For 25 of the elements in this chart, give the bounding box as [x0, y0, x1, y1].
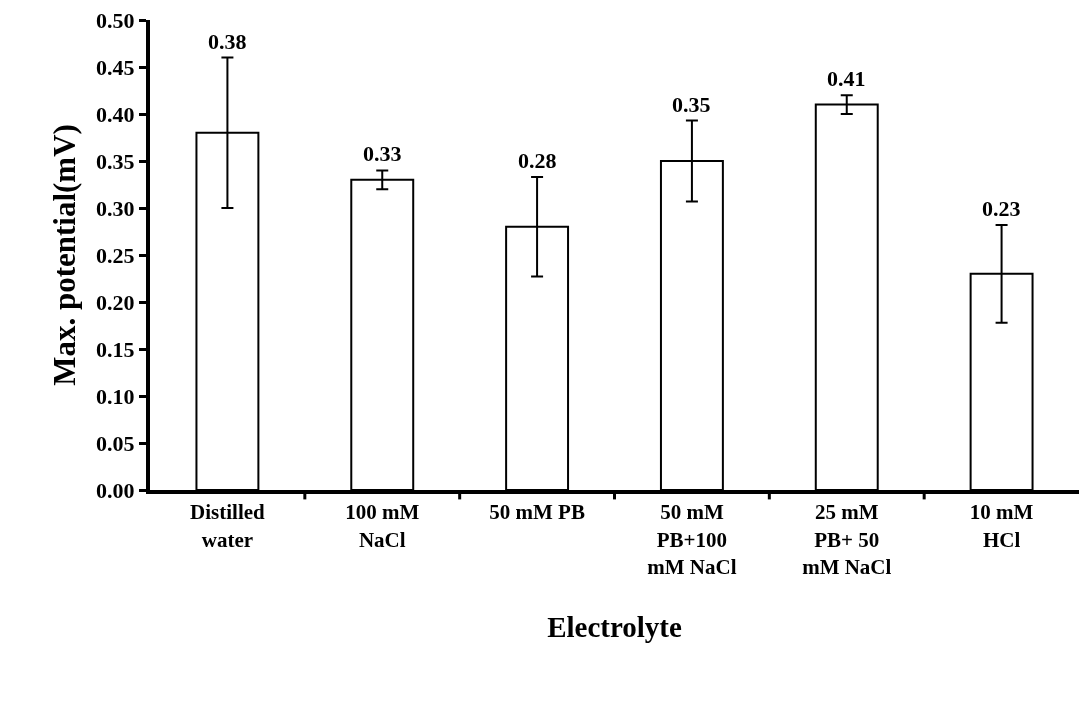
y-tick-label: 0.50 [96, 7, 135, 33]
y-tick-label: 0.30 [96, 195, 135, 221]
x-tick-label: 10 mM HCl [969, 500, 1034, 552]
y-tick-label: 0.40 [96, 101, 135, 127]
x-tick-label: 100 mM NaCl [345, 500, 420, 552]
x-tick-label: Distilled water [190, 500, 266, 552]
y-tick-label: 0.05 [96, 430, 135, 456]
x-axis-title: Electrolyte [547, 611, 682, 644]
y-tick-label: 0.35 [96, 148, 135, 174]
data-label: 0.41 [827, 66, 866, 91]
x-tick-label: 50 mM PB [489, 500, 585, 525]
y-tick-label: 0.10 [96, 383, 135, 409]
y-tick-label: 0.25 [96, 242, 135, 268]
data-label: 0.35 [672, 92, 711, 117]
data-label: 0.23 [982, 196, 1021, 221]
annotation: 0.38 [208, 29, 247, 54]
y-axis-title: Max. potential(mV) [47, 124, 83, 386]
y-tick-label: 0.00 [96, 477, 135, 503]
y-tick-label: 0.15 [96, 336, 135, 362]
x-tick-label: 25 mM PB+ 50 mM NaCl [802, 500, 892, 579]
y-tick-label: 0.45 [96, 54, 135, 80]
x-tick-label: 50 mM PB+100 mM NaCl [647, 500, 737, 579]
data-label: 0.28 [518, 148, 557, 173]
y-tick-label: 0.20 [96, 289, 135, 315]
data-label: 0.33 [363, 141, 402, 166]
